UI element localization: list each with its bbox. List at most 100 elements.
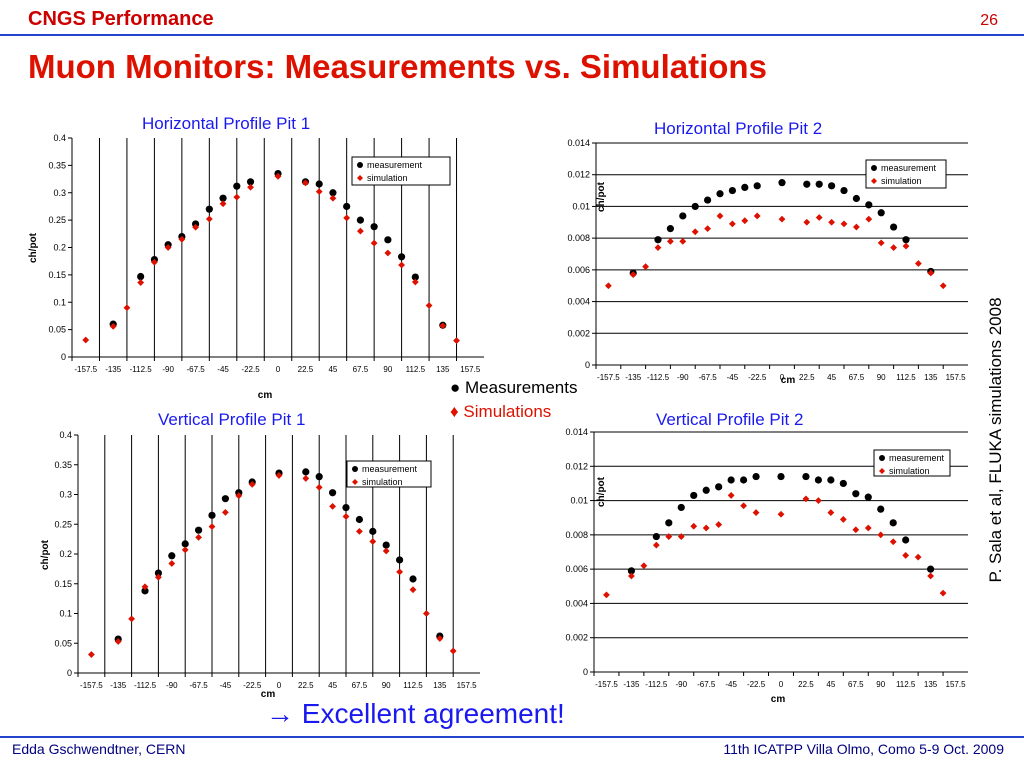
side-reference-text: P. Sala et al, FLUKA simulations 2008 — [986, 297, 1005, 583]
simulation-point — [436, 635, 444, 642]
x-tick-label: 135 — [436, 365, 450, 374]
measurement-point — [704, 196, 712, 204]
key-simulations: ♦ Simulations — [450, 400, 577, 424]
diamond-marker-icon: ♦ — [450, 402, 459, 421]
y-tick-label: 0.008 — [567, 233, 590, 243]
conclusion: → Excellent agreement! — [266, 698, 565, 730]
chart-1: 0 0.002 0.004 0.006 0.008 0.01 0.012 0.014 -157.… — [567, 138, 968, 386]
simulation-point — [677, 533, 685, 540]
measurement-point — [205, 205, 213, 213]
x-tick-label: 157.5 — [946, 373, 967, 382]
measurement-point — [315, 473, 323, 481]
y-axis-label: ch/pot — [596, 476, 607, 507]
simulation-point — [208, 523, 216, 531]
simulation-point — [275, 472, 283, 479]
series-key: ● Measurements ♦ Simulations — [450, 376, 577, 424]
x-tick-label: -45 — [727, 373, 739, 382]
measurement-point — [889, 519, 897, 527]
simulation-point — [890, 244, 897, 252]
y-tick-label: 0.01 — [570, 496, 588, 506]
simulation-point — [425, 302, 433, 309]
x-tick-label: -22.5 — [243, 681, 262, 690]
x-tick-label: 67.5 — [352, 681, 368, 690]
x-tick-label: -90 — [677, 373, 689, 382]
x-tick-label: -112.5 — [645, 680, 668, 689]
simulation-point — [274, 172, 282, 180]
simulation-point — [82, 336, 90, 344]
y-tick-label: 0.3 — [53, 188, 66, 198]
y-tick-label: 0 — [585, 360, 590, 370]
main-title: Muon Monitors: Measurements vs. Simulati… — [28, 48, 767, 85]
simulation-point — [449, 647, 457, 655]
y-axis-label: ch/pot — [596, 181, 607, 212]
legend-box — [351, 156, 451, 186]
simulation-point — [248, 480, 256, 488]
y-tick-label: 0.014 — [565, 427, 588, 437]
measurement-point — [777, 472, 785, 481]
x-tick-label: 67.5 — [353, 365, 369, 374]
simulation-point — [233, 193, 241, 201]
x-tick-label: -90 — [162, 365, 174, 374]
x-tick-label: -67.5 — [698, 373, 717, 382]
simulation-point — [219, 200, 227, 208]
y-tick-label: 0.4 — [53, 133, 66, 143]
simulation-point — [302, 179, 309, 187]
x-tick-label: -22.5 — [748, 373, 767, 382]
simulation-point — [927, 269, 935, 277]
x-tick-label: 45 — [328, 681, 337, 690]
measurement-point — [356, 216, 364, 224]
y-tick-label: 0.25 — [48, 215, 66, 225]
y-tick-label: 0.01 — [572, 201, 590, 211]
x-tick-label: 45 — [827, 373, 836, 382]
simulation-point — [902, 242, 910, 250]
measurement-point — [677, 503, 685, 512]
measurement-point — [728, 186, 737, 195]
simulation-point — [302, 475, 310, 482]
simulation-point — [343, 214, 351, 222]
simulation-point — [382, 547, 390, 555]
y-tick-label: 0.2 — [59, 549, 72, 559]
simulation-point — [752, 509, 760, 516]
conclusion-text: Excellent agreement! — [301, 698, 565, 729]
simulation-point — [667, 237, 674, 245]
x-tick-label: 112.5 — [896, 680, 916, 689]
x-tick-label: 112.5 — [403, 681, 423, 690]
measurement-point — [246, 178, 255, 186]
simulation-point — [802, 495, 810, 503]
chart-title-horizontal-pit1: Horizontal Profile Pit 1 — [142, 114, 311, 134]
x-tick-label: -157.5 — [80, 681, 103, 690]
y-tick-label: 0.012 — [567, 170, 590, 180]
simulation-point — [640, 562, 648, 570]
simulation-point — [247, 183, 254, 191]
x-tick-label: -67.5 — [189, 681, 208, 690]
measurement-point — [369, 527, 377, 535]
measurement-point — [181, 540, 189, 548]
simulation-point — [654, 244, 662, 252]
simulation-point — [137, 279, 145, 286]
measurement-point — [154, 569, 162, 577]
simulation-point — [235, 492, 243, 500]
legend-measurement-marker — [357, 162, 363, 168]
x-tick-label: 112.5 — [406, 365, 426, 374]
legend-simulation-marker — [871, 178, 877, 184]
simulation-point — [702, 524, 710, 532]
measurement-point — [877, 209, 885, 217]
simulation-point — [727, 492, 735, 499]
x-tick-label: -22.5 — [241, 365, 260, 374]
measurement-point — [890, 223, 898, 231]
simulation-point — [315, 188, 323, 196]
simulation-point — [715, 521, 723, 528]
y-tick-label: 0.15 — [48, 270, 66, 280]
simulation-point — [852, 526, 860, 534]
simulation-point — [329, 194, 337, 202]
simulation-point — [453, 337, 460, 344]
x-tick-label: 135 — [433, 681, 447, 690]
x-tick-label: 0 — [277, 681, 282, 690]
simulation-point — [840, 220, 848, 228]
measurement-point — [852, 194, 861, 203]
measurement-point — [666, 225, 675, 233]
x-tick-label: 0 — [779, 680, 784, 689]
measurement-point — [902, 536, 910, 544]
x-tick-label: -45 — [217, 365, 229, 374]
